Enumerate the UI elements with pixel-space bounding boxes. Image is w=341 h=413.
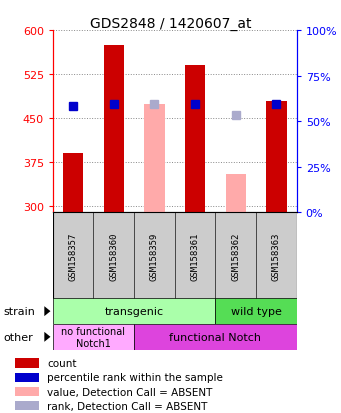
Text: GSM158359: GSM158359: [150, 232, 159, 280]
Bar: [185, 66, 205, 213]
Text: other: other: [3, 332, 33, 342]
Bar: [15, 401, 39, 411]
Bar: [134, 324, 297, 350]
Text: wild type: wild type: [231, 306, 281, 316]
Bar: [63, 154, 83, 213]
Text: GSM158362: GSM158362: [231, 232, 240, 280]
Bar: [53, 299, 216, 324]
Text: GSM158360: GSM158360: [109, 232, 118, 280]
Bar: [15, 358, 39, 368]
Text: functional Notch: functional Notch: [169, 332, 262, 342]
Bar: [175, 213, 216, 299]
Bar: [53, 324, 134, 350]
Text: percentile rank within the sample: percentile rank within the sample: [47, 373, 223, 382]
Bar: [104, 45, 124, 213]
Polygon shape: [44, 306, 50, 316]
Bar: [216, 299, 297, 324]
Bar: [134, 213, 175, 299]
Bar: [53, 213, 93, 299]
Text: count: count: [47, 358, 77, 368]
Text: value, Detection Call = ABSENT: value, Detection Call = ABSENT: [47, 387, 213, 396]
Text: GDS2848 / 1420607_at: GDS2848 / 1420607_at: [90, 17, 251, 31]
Bar: [93, 213, 134, 299]
Text: no functional
Notch1: no functional Notch1: [61, 326, 125, 348]
Bar: [15, 373, 39, 382]
Text: GSM158361: GSM158361: [191, 232, 199, 280]
Text: transgenic: transgenic: [105, 306, 164, 316]
Bar: [225, 175, 246, 213]
Bar: [216, 213, 256, 299]
Bar: [144, 104, 165, 213]
Bar: [266, 101, 286, 213]
Text: strain: strain: [3, 306, 35, 316]
Text: rank, Detection Call = ABSENT: rank, Detection Call = ABSENT: [47, 401, 208, 411]
Bar: [256, 213, 297, 299]
Polygon shape: [44, 332, 50, 342]
Text: GSM158357: GSM158357: [69, 232, 78, 280]
Bar: [15, 387, 39, 396]
Text: GSM158363: GSM158363: [272, 232, 281, 280]
